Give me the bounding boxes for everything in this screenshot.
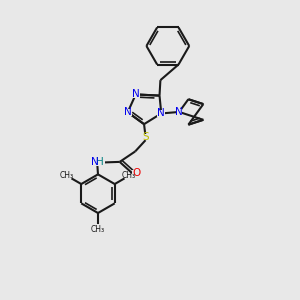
Text: CH₃: CH₃ [60,171,74,180]
Bar [142,134,149,140]
Text: N: N [175,107,183,117]
Bar [157,110,166,117]
Text: N: N [132,89,140,99]
Bar [124,109,132,116]
Text: N: N [124,107,132,117]
Bar [133,170,139,176]
Bar [132,91,140,98]
Text: O: O [132,168,140,178]
Text: CH₃: CH₃ [122,171,136,180]
Text: H: H [96,158,104,167]
Bar [95,159,105,166]
Text: N: N [158,108,165,118]
Text: CH₃: CH₃ [91,225,105,234]
Bar [176,109,182,115]
Text: N: N [91,158,99,167]
Text: S: S [142,132,149,142]
